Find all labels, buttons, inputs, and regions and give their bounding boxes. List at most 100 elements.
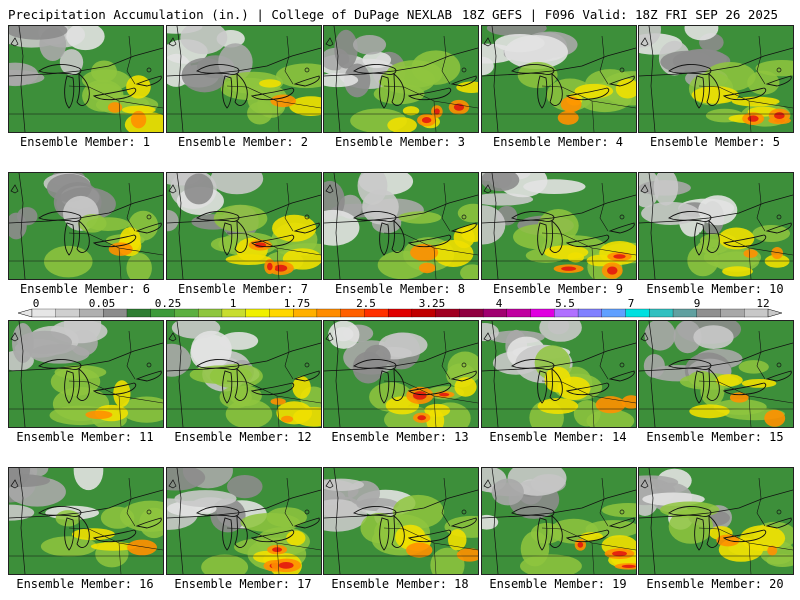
colorbar-swatch bbox=[340, 308, 365, 318]
model-valid-time: 18Z GEFS | F096 Valid: 18Z FRI SEP 26 20… bbox=[461, 7, 778, 22]
member-caption: Ensemble Member: 18 bbox=[331, 577, 469, 591]
member-caption: Ensemble Member: 4 bbox=[492, 135, 624, 149]
precip-colorbar bbox=[17, 308, 783, 318]
member-panel bbox=[166, 320, 322, 428]
colorbar-label: 9 bbox=[693, 297, 701, 310]
colorbar-label: 3.25 bbox=[418, 297, 446, 310]
colorbar-label: 0 bbox=[32, 297, 40, 310]
colorbar-label: 0.25 bbox=[154, 297, 182, 310]
member-caption: Ensemble Member: 16 bbox=[16, 577, 154, 591]
precip-map bbox=[639, 26, 793, 132]
member-caption: Ensemble Member: 20 bbox=[646, 577, 784, 591]
colorbar-label: 4 bbox=[495, 297, 503, 310]
member-panel bbox=[8, 467, 164, 575]
colorbar-arrow-left bbox=[17, 308, 33, 318]
member-panel bbox=[166, 25, 322, 133]
colorbar-swatch bbox=[625, 308, 650, 318]
colorbar-swatch bbox=[198, 308, 223, 318]
precip-map bbox=[482, 26, 636, 132]
colorbar-label: 5.5 bbox=[555, 297, 575, 310]
member-panel bbox=[481, 25, 637, 133]
member-caption: Ensemble Member: 11 bbox=[16, 430, 154, 444]
member-caption: Ensemble Member: 3 bbox=[334, 135, 466, 149]
colorbar-label: 0.05 bbox=[88, 297, 116, 310]
member-panel bbox=[166, 467, 322, 575]
colorbar-swatch bbox=[554, 308, 579, 318]
colorbar-swatch bbox=[293, 308, 318, 318]
precip-map bbox=[324, 321, 478, 427]
colorbar-swatch bbox=[31, 308, 57, 318]
colorbar-swatch bbox=[506, 308, 532, 318]
colorbar-arrow-right bbox=[767, 308, 783, 318]
colorbar-label: 7 bbox=[627, 297, 635, 310]
member-panel bbox=[638, 25, 794, 133]
colorbar-swatch bbox=[150, 308, 175, 318]
colorbar-swatch bbox=[174, 308, 199, 318]
colorbar-swatch bbox=[316, 308, 342, 318]
precip-map bbox=[324, 26, 478, 132]
colorbar-label: 12 bbox=[756, 297, 770, 310]
colorbar-swatch bbox=[79, 308, 104, 318]
colorbar-swatch bbox=[459, 308, 484, 318]
precip-map bbox=[167, 26, 321, 132]
member-panel bbox=[8, 172, 164, 280]
colorbar-swatch bbox=[530, 308, 555, 318]
member-caption: Ensemble Member: 2 bbox=[177, 135, 309, 149]
colorbar-swatch bbox=[387, 308, 413, 318]
member-caption: Ensemble Member: 17 bbox=[174, 577, 312, 591]
precip-map bbox=[9, 26, 163, 132]
member-caption: Ensemble Member: 1 bbox=[19, 135, 151, 149]
colorbar-swatch bbox=[221, 308, 247, 318]
member-caption: Ensemble Member: 7 bbox=[177, 282, 309, 296]
member-caption: Ensemble Member: 13 bbox=[331, 430, 469, 444]
colorbar-swatch bbox=[364, 308, 389, 318]
member-panel bbox=[481, 172, 637, 280]
member-panel bbox=[323, 467, 479, 575]
colorbar-swatch bbox=[577, 308, 603, 318]
precip-map bbox=[9, 173, 163, 279]
precip-map bbox=[167, 321, 321, 427]
precip-map bbox=[9, 468, 163, 574]
precip-map bbox=[639, 468, 793, 574]
colorbar-label: 1 bbox=[229, 297, 237, 310]
colorbar-label: 1.75 bbox=[283, 297, 311, 310]
precip-map bbox=[324, 173, 478, 279]
colorbar-swatch bbox=[672, 308, 698, 318]
member-caption: Ensemble Member: 15 bbox=[646, 430, 784, 444]
member-caption: Ensemble Member: 10 bbox=[646, 282, 784, 296]
precip-map bbox=[167, 468, 321, 574]
colorbar-swatch bbox=[601, 308, 626, 318]
member-panel bbox=[8, 320, 164, 428]
colorbar-label: 2.5 bbox=[356, 297, 376, 310]
member-caption: Ensemble Member: 14 bbox=[489, 430, 627, 444]
precip-map bbox=[482, 468, 636, 574]
colorbar-swatch bbox=[103, 308, 128, 318]
colorbar-swatch bbox=[744, 308, 769, 318]
member-caption: Ensemble Member: 5 bbox=[649, 135, 781, 149]
colorbar-swatch bbox=[482, 308, 508, 318]
member-panel bbox=[323, 172, 479, 280]
colorbar-swatch bbox=[411, 308, 437, 318]
precip-map bbox=[639, 173, 793, 279]
colorbar-swatch bbox=[55, 308, 80, 318]
precip-map bbox=[324, 468, 478, 574]
member-panel bbox=[481, 467, 637, 575]
colorbar-swatch bbox=[649, 308, 674, 318]
member-panel bbox=[638, 172, 794, 280]
precip-map bbox=[482, 321, 636, 427]
colorbar-swatch bbox=[126, 308, 152, 318]
member-panel bbox=[481, 320, 637, 428]
colorbar-swatch bbox=[269, 308, 294, 318]
member-panel bbox=[323, 320, 479, 428]
member-caption: Ensemble Member: 9 bbox=[492, 282, 624, 296]
member-caption: Ensemble Member: 12 bbox=[174, 430, 312, 444]
precip-map bbox=[639, 321, 793, 427]
precip-map bbox=[482, 173, 636, 279]
member-panel bbox=[638, 467, 794, 575]
member-panel bbox=[323, 25, 479, 133]
member-caption: Ensemble Member: 8 bbox=[334, 282, 466, 296]
member-caption: Ensemble Member: 19 bbox=[489, 577, 627, 591]
precip-map bbox=[9, 321, 163, 427]
chart-title: Precipitation Accumulation (in.) | Colle… bbox=[8, 7, 453, 22]
member-panel bbox=[638, 320, 794, 428]
